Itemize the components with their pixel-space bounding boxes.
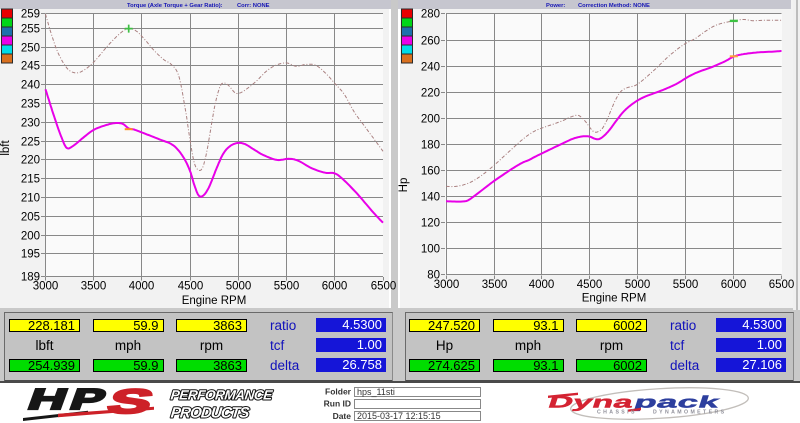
svg-text:195: 195 bbox=[21, 249, 40, 261]
svg-text:Power:: Power: bbox=[546, 3, 565, 9]
svg-text:6000: 6000 bbox=[322, 281, 348, 293]
svg-text:6500: 6500 bbox=[769, 279, 795, 291]
svg-text:5000: 5000 bbox=[226, 281, 252, 293]
svg-text:Folder: Folder bbox=[325, 387, 352, 397]
svg-text:120: 120 bbox=[421, 218, 440, 230]
svg-text:Torque (Axle Torque + Gear Rat: Torque (Axle Torque + Gear Ratio): bbox=[127, 3, 223, 9]
svg-text:230: 230 bbox=[21, 118, 40, 130]
svg-text:Dyna: Dyna bbox=[546, 393, 637, 411]
svg-text:P: P bbox=[66, 383, 111, 415]
svg-text:210: 210 bbox=[21, 193, 40, 205]
svg-text:4000: 4000 bbox=[129, 281, 155, 293]
svg-text:5500: 5500 bbox=[673, 279, 699, 291]
svg-text:205: 205 bbox=[21, 212, 40, 224]
svg-text:H: H bbox=[24, 383, 72, 415]
svg-text:215: 215 bbox=[21, 174, 40, 186]
svg-text:200: 200 bbox=[421, 114, 440, 126]
svg-text:Run ID: Run ID bbox=[324, 399, 351, 409]
svg-text:5500: 5500 bbox=[274, 281, 300, 293]
svg-text:hps_11sti: hps_11sti bbox=[357, 387, 395, 397]
svg-text:lbft: lbft bbox=[0, 140, 12, 156]
svg-text:2015-03-17 12:15:15: 2015-03-17 12:15:15 bbox=[357, 411, 441, 421]
svg-text:280: 280 bbox=[421, 9, 440, 21]
svg-text:4500: 4500 bbox=[178, 281, 204, 293]
svg-text:4000: 4000 bbox=[529, 279, 555, 291]
svg-text:160: 160 bbox=[421, 166, 440, 178]
svg-text:PRODUCTS: PRODUCTS bbox=[170, 405, 250, 422]
svg-text:5000: 5000 bbox=[625, 279, 651, 291]
svg-text:189: 189 bbox=[21, 272, 40, 284]
svg-text:180: 180 bbox=[421, 140, 440, 152]
svg-text:CHASSIS: CHASSIS bbox=[597, 410, 637, 416]
svg-text:Engine RPM: Engine RPM bbox=[582, 293, 647, 305]
svg-text:S: S bbox=[102, 383, 158, 421]
svg-text:3000: 3000 bbox=[33, 281, 59, 293]
svg-text:100: 100 bbox=[421, 244, 440, 256]
svg-text:245: 245 bbox=[21, 61, 40, 73]
svg-text:255: 255 bbox=[21, 24, 40, 36]
svg-text:6000: 6000 bbox=[721, 279, 747, 291]
svg-text:3000: 3000 bbox=[434, 279, 460, 291]
svg-text:Correction Method: NONE: Correction Method: NONE bbox=[578, 3, 650, 9]
svg-text:200: 200 bbox=[21, 231, 40, 243]
svg-text:DYNAMOMETERS: DYNAMOMETERS bbox=[653, 410, 726, 416]
svg-text:225: 225 bbox=[21, 137, 40, 149]
svg-text:Corr: NONE: Corr: NONE bbox=[237, 3, 270, 9]
svg-text:240: 240 bbox=[421, 62, 440, 74]
svg-text:80: 80 bbox=[427, 270, 440, 282]
svg-text:Hp: Hp bbox=[398, 178, 410, 193]
svg-text:4500: 4500 bbox=[577, 279, 603, 291]
svg-text:Engine RPM: Engine RPM bbox=[182, 295, 247, 307]
svg-text:PERFORMANCE: PERFORMANCE bbox=[170, 388, 274, 403]
svg-text:6500: 6500 bbox=[371, 281, 397, 293]
svg-text:pack: pack bbox=[632, 393, 723, 412]
svg-text:220: 220 bbox=[421, 88, 440, 100]
svg-text:250: 250 bbox=[21, 43, 40, 55]
svg-text:235: 235 bbox=[21, 99, 40, 111]
svg-text:Date: Date bbox=[333, 411, 352, 421]
svg-text:240: 240 bbox=[21, 80, 40, 92]
svg-text:3500: 3500 bbox=[482, 279, 508, 291]
svg-text:140: 140 bbox=[421, 192, 440, 204]
svg-text:260: 260 bbox=[421, 36, 440, 48]
svg-text:259: 259 bbox=[21, 9, 40, 21]
svg-text:220: 220 bbox=[21, 155, 40, 167]
svg-text:3500: 3500 bbox=[81, 281, 107, 293]
